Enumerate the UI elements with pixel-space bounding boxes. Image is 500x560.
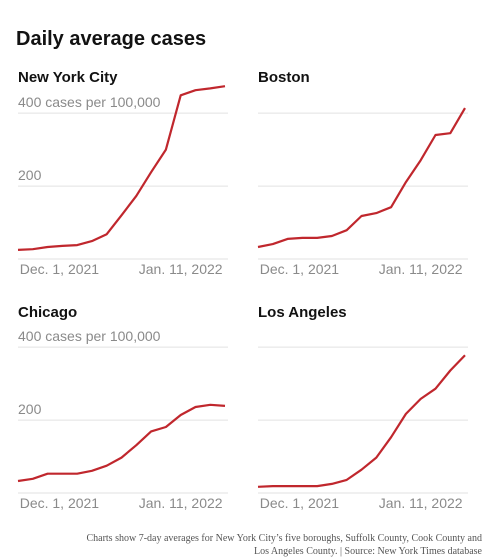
x-tick-label: Dec. 1, 2021 bbox=[20, 495, 100, 511]
x-tick-label: Dec. 1, 2021 bbox=[260, 261, 340, 277]
x-tick-label: Dec. 1, 2021 bbox=[260, 495, 340, 511]
x-tick-label: Jan. 11, 2022 bbox=[139, 261, 223, 277]
page-title: Daily average cases bbox=[16, 28, 206, 50]
y-tick-label: 400 cases per 100,000 bbox=[18, 94, 161, 110]
data-line bbox=[17, 403, 226, 483]
data-line bbox=[257, 354, 466, 488]
panel-title: Chicago bbox=[18, 304, 77, 321]
data-line bbox=[257, 107, 466, 249]
data-line bbox=[17, 85, 226, 251]
panel-title: Boston bbox=[258, 69, 310, 86]
y-tick-label: 400 cases per 100,000 bbox=[18, 328, 161, 344]
panel-title: Los Angeles bbox=[258, 304, 347, 321]
y-tick-label: 200 bbox=[18, 401, 42, 417]
x-tick-label: Jan. 11, 2022 bbox=[379, 495, 463, 511]
source-note: Charts show 7-day averages for New York … bbox=[86, 533, 482, 544]
x-tick-label: Dec. 1, 2021 bbox=[20, 261, 100, 277]
source-note: Los Angeles County. | Source: New York T… bbox=[254, 546, 483, 557]
y-tick-label: 200 bbox=[18, 167, 42, 183]
panel-title: New York City bbox=[18, 69, 118, 86]
x-tick-label: Jan. 11, 2022 bbox=[139, 495, 223, 511]
x-tick-label: Jan. 11, 2022 bbox=[379, 261, 463, 277]
